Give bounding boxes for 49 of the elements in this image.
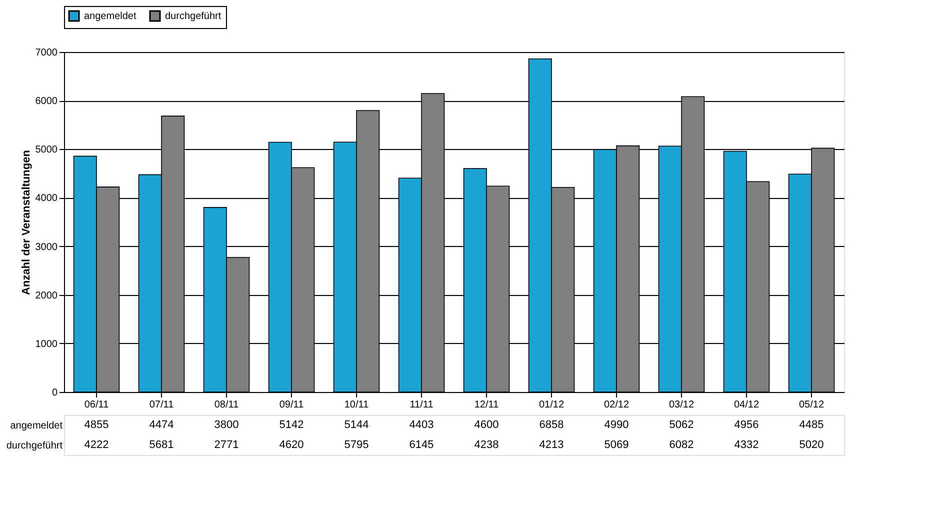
legend-label: durchgeführt — [165, 11, 222, 22]
data-label: 5020 — [799, 439, 824, 451]
text: angemeldet — [10, 420, 62, 432]
y-tick-label: 0 — [52, 388, 58, 398]
data-label: 5142 — [279, 419, 304, 431]
data-label: 5795 — [344, 439, 369, 451]
data-label: 4600 — [474, 419, 499, 431]
data-label: 4213 — [539, 439, 564, 451]
data-label: 5062 — [669, 419, 694, 431]
x-tick-label: 04/12 — [734, 400, 760, 410]
y-tick-label: 1000 — [35, 338, 58, 350]
data-label: 5144 — [344, 419, 369, 431]
data-label: 4332 — [734, 439, 759, 451]
x-tick-label: 10/11 — [344, 400, 370, 410]
data-label: 4485 — [799, 419, 824, 431]
data-label: 4956 — [734, 419, 759, 431]
text: durchgeführt — [6, 440, 62, 452]
data-label: 5681 — [149, 439, 174, 451]
x-tick-label: 09/11 — [279, 400, 304, 410]
y-tick-label: 2000 — [35, 290, 58, 302]
data-label: 4222 — [84, 439, 109, 451]
data-label: 4238 — [474, 439, 499, 451]
x-tick-label: 07/11 — [149, 400, 174, 410]
y-tick-label: 4000 — [35, 193, 58, 204]
x-tick-label: 08/11 — [214, 400, 240, 410]
x-tick-label: 02/12 — [604, 400, 630, 410]
data-label: 3800 — [214, 419, 239, 431]
x-tick-label: 01/12 — [538, 400, 564, 410]
y-tick-label: 3000 — [35, 242, 58, 253]
x-tick-label: 05/12 — [798, 400, 824, 410]
y-tick-label: 7000 — [35, 48, 58, 58]
data-label: 4990 — [604, 419, 629, 431]
data-label: 4855 — [84, 419, 109, 431]
x-tick-label: 11/11 — [410, 400, 434, 410]
y-tick-label: 6000 — [35, 96, 58, 108]
data-label: 4620 — [279, 439, 304, 451]
data-label: 5069 — [604, 439, 629, 451]
y-tick-label: 5000 — [35, 144, 58, 156]
data-label: 6858 — [539, 419, 564, 431]
data-label: 6082 — [669, 439, 694, 451]
legend-label: angemeldet — [84, 11, 136, 22]
x-tick-label: 12/11 — [474, 400, 500, 410]
y-axis-title: Anzahl der Veranstaltungen — [20, 150, 32, 295]
data-label: 4403 — [409, 419, 434, 431]
x-tick-label: 03/12 — [668, 400, 694, 410]
x-tick-label: 06/11 — [84, 400, 110, 410]
data-label: 6145 — [409, 439, 434, 451]
data-label: 2771 — [214, 439, 239, 451]
data-label: 4474 — [149, 419, 174, 431]
